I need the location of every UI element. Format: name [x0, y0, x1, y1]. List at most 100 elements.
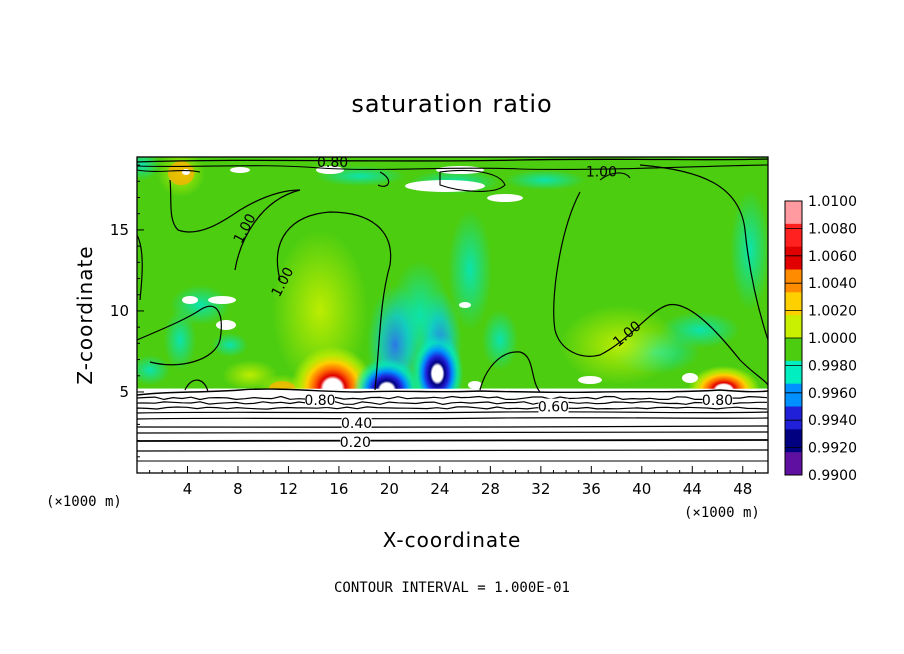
contour-surface-3: [137, 401, 767, 405]
white-patch: [182, 169, 190, 175]
x-tick-label: 8: [233, 480, 243, 498]
contour-surface-4: [137, 406, 768, 410]
x-tick-label: 4: [183, 480, 193, 498]
field-blob: [560, 305, 680, 385]
contour-label: 0.60: [538, 400, 569, 416]
x-tick-label: 16: [329, 480, 348, 498]
contour-surface-5: [137, 411, 768, 414]
colorbar-swatch: [785, 383, 802, 407]
field-lower-mask: [137, 388, 768, 473]
field-blob: [137, 157, 160, 180]
contour-label-bg: [341, 414, 372, 430]
white-patch: [468, 381, 482, 389]
contour-100-i: [639, 164, 768, 341]
x-unit-label-right: (×1000 m): [684, 505, 760, 521]
x-tick-label: 20: [380, 480, 399, 498]
field-blob: [660, 312, 740, 348]
white-patch: [459, 302, 471, 308]
y-axis-label: Z-coordinate: [73, 245, 97, 384]
contour-lines: [137, 158, 768, 462]
colorbar-label: 0.9960: [808, 386, 857, 402]
contour-label-bg: [340, 434, 371, 450]
colorbar-swatch: [785, 315, 802, 339]
x-unit-label-left: (×1000 m): [46, 494, 122, 510]
colorbar-swatch: [785, 338, 802, 362]
colorbar-label: 1.0040: [808, 276, 857, 292]
contour-label-group: 0.20: [340, 434, 371, 451]
contour-100-g: [479, 351, 541, 393]
contour-label-group: 0.60: [538, 398, 569, 416]
field-blob: [505, 170, 585, 190]
contour-top-2: [137, 164, 768, 171]
x-axis-label: X-coordinate: [383, 528, 522, 552]
colorbar-swatch: [785, 292, 802, 316]
x-tick-label: 48: [733, 480, 752, 498]
white-patch: [182, 296, 198, 304]
colorbar-label: 0.9980: [808, 358, 857, 374]
colorbar-label: 1.0000: [808, 331, 857, 347]
colorbar-swatch: [785, 201, 802, 225]
contour-low-2: [137, 449, 768, 452]
colorbar-swatch: [785, 360, 802, 385]
contour-100-b: [234, 189, 301, 271]
colorbar-label: 1.0100: [808, 194, 857, 210]
contour-100-a: [169, 179, 301, 233]
contour-mid-2: [137, 431, 768, 434]
contour-surface-6: [137, 417, 768, 420]
field-blob: [482, 310, 518, 370]
contour-labels: 0.801.001.001.001.000.80 0.60 0.800.400.20: [231, 155, 733, 451]
x-axis-ticks: 4 8 12 16 20 24 28 32 36 40 44 48: [149, 466, 756, 498]
contour-label: 0.40: [341, 416, 372, 432]
colorbar: 1.0100 1.0080 1.0060 1.0040 1.0020 1.0000 0.99…: [784, 194, 857, 484]
x-tick-label: 12: [279, 480, 298, 498]
white-patch: [216, 320, 236, 330]
colorbar-swatch: [785, 269, 802, 293]
contour-label-bg: [538, 398, 569, 414]
colorbar-swatch: [785, 246, 802, 270]
contour-label-group: 1.00: [586, 165, 617, 181]
colorbar-label: 0.9940: [808, 413, 857, 429]
field-blob: [164, 310, 196, 370]
contour-100-c: [276, 211, 392, 391]
contour-label: 1.00: [586, 165, 617, 181]
contour-100-l: [599, 172, 631, 181]
white-patch: [208, 296, 236, 304]
contour-top-3: [137, 169, 201, 173]
y-axis-ticks: 5 10 15: [110, 164, 144, 458]
x-tick-label: 44: [683, 480, 702, 498]
contour-100-h: [553, 191, 768, 386]
colorbar-swatch: [785, 452, 802, 476]
contour-surface-2: [137, 395, 768, 401]
contour-label-group: 0.40: [341, 414, 372, 432]
y-tick-label: 5: [119, 383, 129, 401]
contour-label-bg: [702, 392, 733, 408]
contour-label-group: 0.80: [304, 392, 336, 409]
colorbar-label: 1.0080: [808, 221, 857, 237]
white-patch: [578, 376, 602, 384]
contour-100-j: [377, 171, 390, 187]
field-blob: [212, 333, 248, 357]
colorbar-swatch: [785, 223, 802, 248]
x-tick-label: 32: [531, 480, 550, 498]
contour-100-d: [137, 234, 143, 301]
contour-low-1: [137, 439, 768, 442]
field-blob: [137, 355, 170, 385]
contour-label-group: 0.80: [317, 155, 348, 171]
y-tick-label: 10: [110, 302, 129, 320]
x-tick-label: 40: [632, 480, 651, 498]
x-tick-label: 36: [582, 480, 601, 498]
x-tick-label: 28: [481, 480, 500, 498]
field-blob: [448, 210, 492, 330]
colorbar-swatch: [785, 429, 802, 453]
contour-label: 0.80: [304, 393, 335, 409]
chart-title: saturation ratio: [351, 90, 552, 118]
contour-label-bg: [305, 392, 335, 408]
colorbar-label: 0.9920: [808, 441, 857, 457]
contour-top-1: [137, 158, 768, 163]
y-tick-label: 15: [110, 221, 129, 239]
contour-label: 0.80: [317, 155, 348, 171]
white-patch: [682, 373, 698, 383]
contour-label: 0.80: [702, 393, 733, 409]
colorbar-label: 1.0060: [808, 249, 857, 265]
